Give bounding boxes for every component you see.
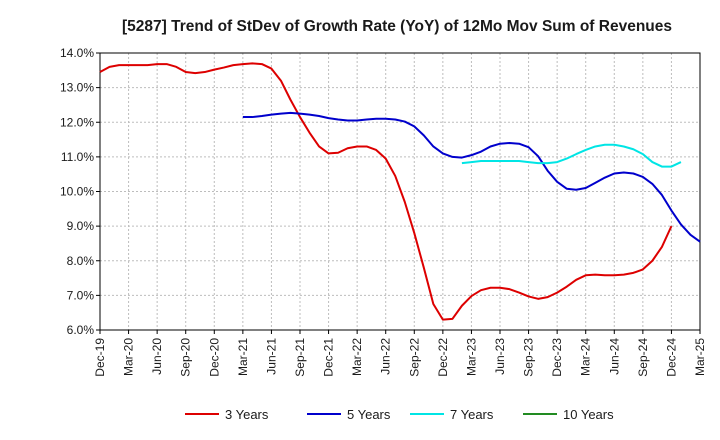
y-tick-label: 14.0%: [60, 46, 94, 60]
chart-title: [5287] Trend of StDev of Growth Rate (Yo…: [122, 18, 672, 35]
x-tick-label: Mar-20: [122, 338, 136, 376]
legend-label: 10 Years: [563, 407, 614, 422]
x-tick-label: Sep-24: [636, 338, 650, 377]
x-tick-label: Sep-21: [293, 338, 307, 377]
x-tick-label: Dec-20: [207, 338, 221, 377]
y-tick-label: 10.0%: [60, 185, 94, 199]
x-tick-label: Dec-19: [93, 338, 107, 377]
x-tick-label: Sep-22: [407, 338, 421, 377]
x-tick-label: Mar-23: [464, 338, 478, 376]
x-tick-label: Mar-22: [350, 338, 364, 376]
plot-frame: [99, 52, 701, 331]
x-axis: Dec-19 Mar-20 Jun-20 Sep-20 Dec-20 Mar-21 Jun-…: [93, 330, 707, 377]
series-line-3-years: [99, 62, 673, 321]
y-tick-label: 12.0%: [60, 115, 94, 129]
x-tick-label: Jun-23: [493, 338, 507, 375]
y-tick-label: 8.0%: [67, 254, 95, 268]
x-tick-label: Mar-25: [693, 338, 707, 376]
x-tick-label: Mar-24: [579, 338, 593, 376]
x-tick-label: Jun-24: [607, 338, 621, 375]
x-tick-label: Dec-23: [550, 338, 564, 377]
x-tick-label: Mar-21: [236, 338, 250, 376]
legend-label: 3 Years: [225, 407, 269, 422]
x-tick-label: Dec-22: [436, 338, 450, 377]
y-tick-label: 9.0%: [67, 219, 95, 233]
legend-label: 7 Years: [450, 407, 494, 422]
series-lines: [99, 62, 701, 321]
legend-label: 5 Years: [347, 407, 391, 422]
x-tick-label: Jun-22: [379, 338, 393, 375]
y-tick-label: 7.0%: [67, 288, 95, 302]
x-tick-label: Jun-21: [264, 338, 278, 375]
series-line-7-years: [461, 143, 682, 168]
legend: 3 Years 5 Years 7 Years 10 Years: [185, 407, 614, 422]
y-tick-label: 6.0%: [67, 323, 95, 337]
y-tick-label: 13.0%: [60, 81, 94, 95]
x-tick-label: Sep-20: [179, 338, 193, 377]
x-tick-label: Dec-24: [664, 338, 678, 377]
y-tick-label: 11.0%: [61, 150, 94, 164]
x-tick-label: Jun-20: [150, 338, 164, 375]
x-tick-label: Sep-23: [522, 338, 536, 377]
series-line-5-years: [242, 111, 701, 243]
y-axis: 6.0% 7.0% 8.0% 9.0% 10.0% 11.0% 12.0% 13.0% 14.0…: [60, 46, 100, 337]
x-tick-label: Dec-21: [322, 338, 336, 377]
